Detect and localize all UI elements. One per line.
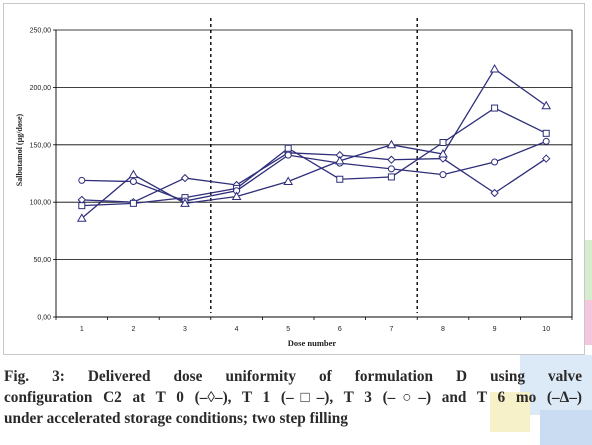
point-circle-9 <box>491 158 499 166</box>
series-triangle-line <box>81 68 547 219</box>
point-circle-1 <box>78 176 86 184</box>
point-square-9 <box>491 104 499 112</box>
point-circle-5 <box>284 151 292 159</box>
y-tick-label-5: 250,00 <box>30 28 52 35</box>
y-tick-label-0: 0,00 <box>37 315 51 322</box>
figure-caption: Fig. 3: Delivered dose uniformity of for… <box>4 366 582 429</box>
point-triangle-10 <box>541 100 552 110</box>
point-square-1 <box>78 202 86 210</box>
x-tick-label-6: 6 <box>338 326 342 333</box>
caption-line-3: under accelerated storage conditions; tw… <box>4 410 348 427</box>
point-triangle-9 <box>489 64 500 73</box>
series-group <box>76 64 552 222</box>
point-square-5 <box>284 144 292 152</box>
point-square-8 <box>439 139 447 147</box>
point-square-6 <box>336 175 344 183</box>
point-circle-2 <box>129 178 137 186</box>
x-tick-label-10: 10 <box>542 326 550 333</box>
point-square-7 <box>387 173 395 181</box>
point-diamond-7 <box>387 155 396 164</box>
point-triangle-2 <box>128 169 139 179</box>
point-triangle-8 <box>438 148 448 158</box>
x-tick-label-4: 4 <box>235 326 239 333</box>
point-circle-7 <box>387 165 395 173</box>
x-tick-label-7: 7 <box>389 326 393 333</box>
point-diamond-10 <box>541 154 551 163</box>
point-circle-8 <box>439 171 447 179</box>
x-tick-label-3: 3 <box>183 326 187 333</box>
caption-line-1: Fig. 3: Delivered dose uniformity of for… <box>4 368 582 385</box>
caption-backdrop-blue <box>520 355 592 415</box>
y-tick-labels: 0,00 50,00 100,00 150,00 200,00 250,00 <box>30 28 52 322</box>
y-tick-label-1: 50,00 <box>33 257 51 264</box>
y-tick-label-2: 100,00 <box>30 200 52 207</box>
x-tick-labels: 1 2 3 4 5 6 7 8 9 10 <box>80 326 550 333</box>
x-axis-label: Dose number <box>288 338 337 348</box>
point-triangle-4 <box>231 191 242 200</box>
caption-backdrop-yellow <box>490 392 530 432</box>
point-triangle-1 <box>76 213 87 222</box>
y-tick-label-4: 200,00 <box>30 85 52 92</box>
x-tick-label-8: 8 <box>441 326 445 333</box>
series-diamond-line <box>81 152 547 203</box>
series-square-line <box>81 107 547 207</box>
x-tick-label-1: 1 <box>80 326 84 333</box>
y-tick-label-3: 150,00 <box>30 142 52 149</box>
point-circle-10 <box>542 137 550 145</box>
x-tick-label-2: 2 <box>131 326 135 333</box>
caption-backdrop-blue-2 <box>540 410 592 445</box>
vertical-marker-lines <box>210 18 418 313</box>
series-circle-line <box>81 140 547 202</box>
caption-line-2: configuration C2 at T 0 (–◊–), T 1 (–□–)… <box>4 389 582 406</box>
point-triangle-6 <box>334 155 345 165</box>
point-square-10 <box>542 129 550 137</box>
point-diamond-3 <box>180 173 190 183</box>
x-tick-label-9: 9 <box>493 326 497 333</box>
point-triangle-7 <box>386 139 397 149</box>
point-triangle-3 <box>180 198 190 207</box>
point-square-2 <box>129 199 137 207</box>
x-tick-label-5: 5 <box>286 326 290 333</box>
point-diamond-9 <box>490 188 499 198</box>
point-triangle-5 <box>283 176 294 186</box>
y-axis-label: Salbutamol (µg/dose) <box>15 113 24 186</box>
axes <box>53 29 573 320</box>
